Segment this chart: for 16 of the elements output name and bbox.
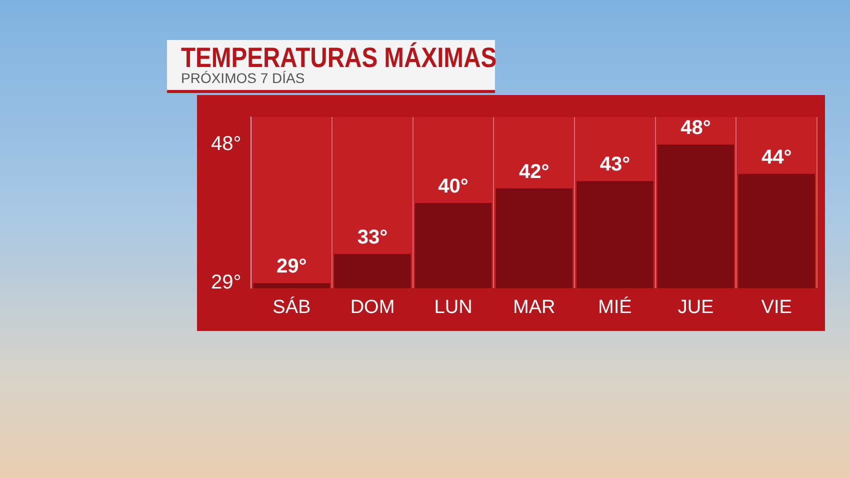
x-tick-label: MIÉ	[598, 296, 632, 318]
x-tick-label: VIE	[761, 296, 792, 318]
x-tick-label: DOM	[350, 296, 395, 318]
x-tick-label: MAR	[513, 296, 556, 318]
data-label: 40°	[438, 175, 468, 198]
data-label: 33°	[357, 226, 388, 248]
chart-subtitle: PRÓXIMOS 7 DÍAS	[181, 70, 305, 86]
x-tick-label: LUN	[434, 296, 472, 318]
data-label: 44°	[761, 146, 792, 168]
chart-title: TEMPERATURAS MÁXIMAS	[181, 42, 497, 73]
data-label: 43°	[600, 154, 630, 176]
data-label: 48°	[680, 117, 711, 140]
data-label: 29°	[276, 256, 307, 278]
data-label: 42°	[518, 160, 550, 183]
x-tick-label: JUE	[678, 296, 714, 318]
x-tick-label: SÁB	[272, 296, 311, 318]
